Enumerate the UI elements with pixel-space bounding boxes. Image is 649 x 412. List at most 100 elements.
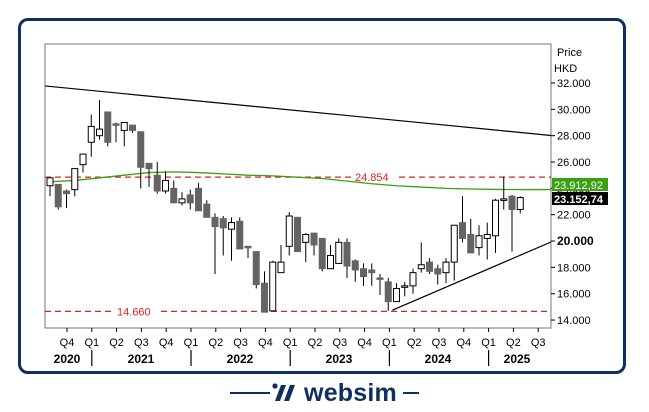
level-label: 24.854 bbox=[355, 172, 389, 184]
x-quarter-label: Q4 bbox=[456, 337, 471, 349]
x-quarter-label: Q4 bbox=[357, 337, 372, 349]
x-quarter-label: Q1 bbox=[382, 337, 397, 349]
level-label: 14.660 bbox=[117, 306, 151, 318]
candle bbox=[516, 196, 524, 214]
candle bbox=[508, 194, 516, 252]
y-tick-label: 14.000 bbox=[557, 315, 591, 327]
candle bbox=[426, 258, 433, 274]
candle bbox=[483, 222, 491, 260]
x-quarter-label: Q3 bbox=[134, 337, 149, 349]
candle bbox=[203, 200, 211, 218]
candle bbox=[162, 171, 169, 194]
y-axis-currency: HKD bbox=[554, 63, 577, 75]
candle bbox=[327, 244, 334, 270]
price-badge-label: 23.912,92 bbox=[554, 180, 603, 192]
candle bbox=[87, 114, 95, 157]
candle bbox=[417, 242, 425, 273]
price-badges: 23.912,92 23.152,74 bbox=[552, 178, 608, 206]
candle bbox=[351, 259, 359, 282]
x-quarter-label: Q3 bbox=[531, 337, 546, 349]
candle bbox=[79, 153, 87, 173]
x-quarter-label: Q1 bbox=[283, 337, 298, 349]
candle bbox=[442, 258, 450, 284]
candle bbox=[450, 224, 458, 281]
candlestick-chart: 24.854 14.660 Price HKD 32.000 30.000 28.00… bbox=[44, 43, 608, 366]
x-year-label: 2022 bbox=[227, 352, 254, 366]
candle bbox=[459, 196, 466, 243]
candle bbox=[277, 244, 285, 274]
candle bbox=[368, 263, 376, 286]
candle bbox=[71, 168, 79, 197]
chart-frame bbox=[18, 18, 626, 374]
candle bbox=[178, 192, 186, 206]
candle bbox=[294, 216, 301, 253]
x-quarter-label: Q1 bbox=[184, 337, 199, 349]
price-badge-moving-average bbox=[552, 178, 608, 191]
candle bbox=[236, 217, 244, 250]
candle bbox=[252, 251, 260, 289]
candle bbox=[186, 189, 194, 210]
candle bbox=[211, 213, 219, 274]
candle bbox=[120, 122, 128, 147]
x-quarter-label: Q4 bbox=[60, 337, 75, 349]
candle bbox=[343, 238, 351, 278]
x-year-label: 2020 bbox=[54, 352, 81, 366]
candle bbox=[244, 245, 252, 259]
candle bbox=[384, 277, 392, 311]
price-badge-last-price bbox=[552, 192, 608, 205]
brand-name: websim bbox=[304, 378, 397, 407]
y-tick-label: 28.000 bbox=[557, 131, 591, 143]
price-badge-label: 23.152,74 bbox=[554, 194, 604, 206]
y-tick-label: 16.000 bbox=[557, 289, 591, 301]
x-quarter-label: Q3 bbox=[332, 337, 347, 349]
logo-divider-left bbox=[230, 392, 271, 394]
candle bbox=[285, 212, 293, 256]
logo-divider-right bbox=[402, 392, 419, 394]
candle bbox=[269, 260, 277, 312]
candle bbox=[360, 263, 367, 286]
candle bbox=[219, 216, 227, 256]
candle bbox=[54, 183, 62, 210]
x-axis: Q4 Q1 Q2 Q3 Q4 Q1 Q2 Q3 Q4 Q1 Q2 Q3 Q4 Q1 Q2 Q3 Q4 Q1 Q2 Q3… bbox=[54, 328, 546, 366]
candle bbox=[467, 218, 475, 254]
candle bbox=[318, 237, 326, 272]
moving-average-line bbox=[49, 171, 551, 191]
candle bbox=[228, 217, 235, 261]
candle bbox=[376, 273, 384, 296]
x-quarter-label: Q4 bbox=[159, 337, 174, 349]
x-quarter-label: Q2 bbox=[208, 337, 223, 349]
candle bbox=[63, 189, 70, 209]
candle bbox=[434, 264, 442, 285]
plot-area: 24.854 14.660 bbox=[44, 43, 552, 329]
y-tick-label: 22.000 bbox=[557, 210, 591, 222]
websim-logo-icon bbox=[272, 383, 296, 401]
candle bbox=[401, 281, 409, 297]
x-quarter-label: Q3 bbox=[233, 337, 248, 349]
x-quarter-label: Q2 bbox=[109, 337, 124, 349]
candle bbox=[302, 233, 310, 263]
candle bbox=[195, 183, 202, 212]
candle bbox=[500, 176, 508, 210]
candle bbox=[335, 238, 343, 264]
candle bbox=[409, 268, 417, 294]
x-year-label: 2025 bbox=[504, 352, 531, 366]
x-quarter-label: Q3 bbox=[432, 337, 447, 349]
trendline-resistance bbox=[45, 85, 551, 137]
x-quarter-label: Q2 bbox=[407, 337, 422, 349]
y-axis-title: Price bbox=[557, 47, 582, 59]
y-tick-label: 32.000 bbox=[557, 78, 591, 90]
candle bbox=[310, 232, 318, 256]
candle bbox=[96, 100, 103, 140]
y-tick-label: 18.000 bbox=[557, 262, 591, 274]
x-quarter-label: Q1 bbox=[481, 337, 496, 349]
candle bbox=[261, 271, 268, 313]
candle bbox=[129, 124, 136, 134]
candle bbox=[393, 283, 400, 303]
candle bbox=[112, 122, 120, 143]
candle bbox=[492, 198, 499, 253]
candle bbox=[153, 162, 161, 194]
y-axis: 32.00030.00028.00026.00024.00022.00020.0… bbox=[551, 78, 594, 327]
x-quarter-label: Q1 bbox=[84, 337, 99, 349]
candle bbox=[170, 180, 178, 204]
y-tick-label: 26.000 bbox=[557, 157, 591, 169]
